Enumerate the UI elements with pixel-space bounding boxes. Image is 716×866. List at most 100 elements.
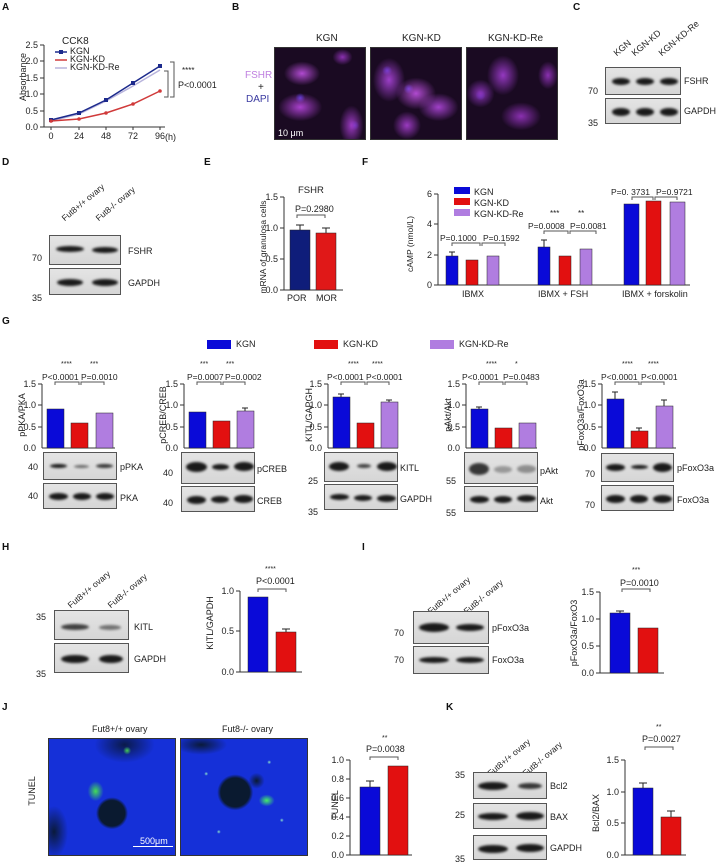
svg-text:0.5: 0.5: [581, 641, 594, 651]
panel-h-row-gapdh: GAPDH: [134, 654, 167, 664]
chart-g4-s1: ****: [486, 361, 497, 368]
panel-label-d: D: [2, 157, 10, 168]
svg-text:1.5: 1.5: [23, 379, 36, 389]
svg-text:1.0: 1.0: [221, 586, 234, 596]
chart-h-stars: ****: [265, 566, 276, 573]
blot-g-pcreb: [181, 452, 255, 484]
svg-text:1.5: 1.5: [165, 379, 178, 389]
blot-g-pakt-marker: 55: [446, 476, 457, 486]
svg-text:6: 6: [427, 189, 432, 199]
blot-g-foxo3a-label: FoxO3a: [677, 495, 710, 505]
panel-label-e: E: [204, 157, 211, 168]
chart-f-p-4: P=0.0081: [570, 221, 607, 231]
panel-c-marker-70: 70: [588, 86, 599, 96]
chart-g5-p1: P<0.0001: [601, 372, 638, 382]
chart-g1-s1: ****: [61, 361, 72, 368]
svg-text:1.5: 1.5: [583, 379, 596, 389]
panel-b-col-kgn-kd: KGN-KD: [402, 33, 441, 44]
blot-g-creb-marker: 40: [163, 498, 174, 508]
chart-f-p-5: P=0. 3731: [611, 187, 650, 197]
svg-text:1.0: 1.0: [447, 400, 460, 410]
blot-g-foxo3a: [601, 485, 674, 511]
blot-g-pfoxo3a: [601, 453, 674, 482]
svg-text:0.0: 0.0: [165, 443, 178, 453]
svg-text:0.0: 0.0: [606, 850, 619, 860]
blot-g-kitl: [324, 452, 398, 482]
svg-text:1.5: 1.5: [447, 379, 460, 389]
svg-text:1.0: 1.0: [23, 400, 36, 410]
legend-g-kgn-kd-re: KGN-KD-Re: [459, 339, 509, 349]
svg-text:0.0: 0.0: [25, 122, 38, 132]
legend-g-kgn: KGN: [236, 339, 256, 349]
blot-g-pka: [43, 483, 117, 509]
panel-d-marker-35: 35: [32, 293, 43, 303]
legend-a-kgn-kd-re: KGN-KD-Re: [70, 62, 120, 72]
svg-text:0.5: 0.5: [23, 422, 36, 432]
chart-g-plots: 1.5 1.0 0.5 0.0 1.5 1.0 0.5 0.0 1.5 1.0 0.5 0.0 1…: [23, 379, 676, 453]
panel-k-marker-gapdh: 35: [455, 854, 466, 864]
svg-text:1.5: 1.5: [265, 192, 278, 202]
chart-g2-s2: ***: [226, 361, 235, 368]
svg-text:72: 72: [128, 131, 138, 141]
svg-text:0.0: 0.0: [23, 443, 36, 453]
chart-g2-p2: P=0.0002: [225, 372, 262, 382]
chart-g4-p2: P=0.0483: [503, 372, 540, 382]
blot-g-akt-label: Akt: [540, 496, 554, 506]
blot-g-ppka: [43, 452, 117, 480]
chart-g3-s2: ****: [372, 361, 383, 368]
chart-e-title: FSHR: [298, 185, 324, 196]
svg-text:96: 96: [155, 131, 165, 141]
blot-d-gapdh: [49, 268, 121, 295]
legend-g-kgn-swatch: [207, 340, 231, 349]
svg-text:0.8: 0.8: [331, 774, 344, 784]
chart-g3-p2: P<0.0001: [366, 372, 403, 382]
svg-text:1.0: 1.0: [606, 787, 619, 797]
svg-text:1.0: 1.0: [581, 614, 594, 624]
blot-i-foxo3a: [413, 646, 489, 674]
chart-e-plot: 1.5 1.0 0.5 0.0: [265, 192, 343, 295]
panel-k-marker-bax: 25: [455, 810, 466, 820]
svg-text:2: 2: [427, 250, 432, 260]
micrograph-tunel-wt: [48, 738, 176, 856]
svg-text:1.5: 1.5: [581, 587, 594, 597]
svg-text:2.0: 2.0: [25, 56, 38, 66]
chart-g2-p1: P=0.0007: [187, 372, 224, 382]
micrograph-kgn-kd-re: [466, 47, 558, 140]
blot-g-pakt: [464, 452, 538, 484]
svg-text:4: 4: [427, 219, 432, 229]
chart-i-pvalue: P=0.0010: [620, 578, 659, 588]
panel-h-marker-gapdh: 35: [36, 669, 47, 679]
chart-f-p-2: P=0.1592: [483, 233, 520, 243]
panel-d-row-gapdh: GAPDH: [128, 278, 161, 288]
svg-text:1.0: 1.0: [165, 400, 178, 410]
svg-text:24: 24: [74, 131, 84, 141]
panel-k-row-gapdh: GAPDH: [550, 843, 583, 853]
svg-text:0.0: 0.0: [331, 850, 344, 860]
panel-d-marker-70: 70: [32, 253, 43, 263]
blot-g-kitl-marker: 25: [308, 476, 319, 486]
chart-f-plot: 6 4 2 0: [427, 187, 690, 290]
legend-f-kgn-kd-re: KGN-KD-Re: [474, 209, 524, 219]
chart-h-pvalue: P<0.0001: [256, 576, 295, 586]
chart-k-stars: **: [656, 724, 662, 731]
blot-g-pakt-label: pAkt: [540, 466, 559, 476]
legend-g-kgn-kd-re-swatch: [430, 340, 454, 349]
panel-b-col-kgn-kd-re: KGN-KD-Re: [488, 33, 544, 44]
panel-label-b: B: [232, 2, 240, 13]
chart-g5-s2: ****: [648, 361, 659, 368]
svg-text:0: 0: [48, 131, 53, 141]
panel-label-k: K: [446, 702, 454, 713]
svg-text:0.5: 0.5: [165, 422, 178, 432]
svg-text:0.6: 0.6: [331, 793, 344, 803]
panel-h-marker-kitl: 35: [36, 612, 47, 622]
chart-g4-p1: P<0.0001: [462, 372, 499, 382]
chart-i-plot: 1.5 1.0 0.5 0.0: [581, 587, 664, 678]
blot-g-gapdh-label: GAPDH: [400, 494, 433, 504]
chart-g1-s2: ***: [90, 361, 99, 368]
chart-f-stars-4: **: [578, 209, 585, 218]
blot-g-gapdh: [324, 484, 398, 510]
svg-text:0.5: 0.5: [221, 626, 234, 636]
panel-label-i: I: [362, 542, 365, 553]
svg-text:0.5: 0.5: [265, 254, 278, 264]
panel-b-row-plus: +: [258, 82, 264, 93]
